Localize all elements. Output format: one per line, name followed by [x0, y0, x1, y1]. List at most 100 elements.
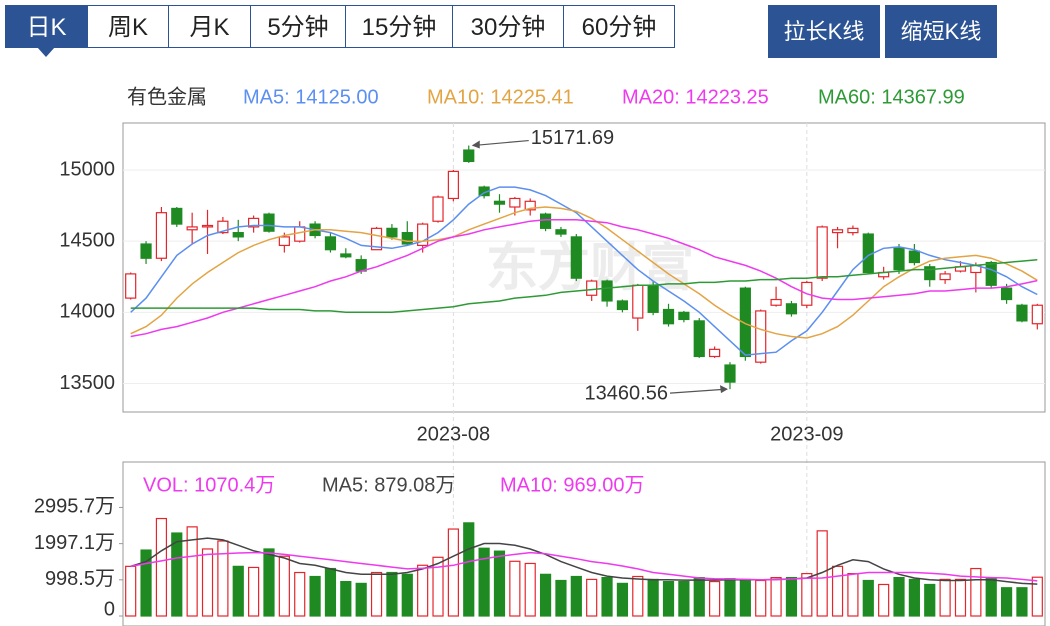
volume-bar	[632, 575, 644, 617]
candle-body	[232, 232, 244, 238]
volume-bar	[1000, 587, 1013, 617]
volume-bar	[125, 565, 137, 617]
volume-bar	[678, 580, 690, 617]
volume-bar	[755, 579, 767, 617]
volume-bar	[447, 528, 459, 617]
tab[interactable]: 周K	[87, 5, 169, 48]
candle-body	[370, 227, 383, 251]
volume-bar	[294, 571, 306, 617]
candle-body	[709, 348, 721, 358]
annotation-arrow	[472, 139, 529, 147]
tab[interactable]: 15分钟	[345, 5, 453, 48]
tab[interactable]: 月K	[168, 5, 251, 48]
ma-line	[130, 258, 1038, 314]
candle-body	[125, 273, 137, 299]
candle-body	[616, 300, 629, 311]
candle-body	[539, 213, 552, 229]
x-tick-label: 2023-08	[417, 423, 490, 445]
ma-line	[130, 551, 1038, 582]
min-label: 13460.56	[585, 382, 668, 404]
candle-body	[924, 266, 936, 281]
tab[interactable]: 60分钟	[563, 5, 675, 48]
candle-body	[493, 200, 506, 205]
y-tick-label: 15000	[59, 158, 115, 180]
candle-body	[678, 311, 690, 321]
volume-bar	[831, 565, 844, 617]
volume-bar	[662, 580, 675, 617]
volume-bar	[493, 550, 506, 617]
tab[interactable]: 日K	[5, 5, 88, 48]
candle-body	[831, 229, 844, 234]
volume-bar	[155, 517, 168, 617]
volume-bar	[862, 579, 874, 617]
ma-line	[130, 219, 1038, 338]
candle-body	[893, 247, 905, 271]
candle-body	[847, 227, 859, 234]
volume-bar	[847, 573, 859, 617]
volume-bar	[785, 576, 798, 617]
candle-body	[601, 280, 613, 302]
legend-entry: MA10: 969.00万	[500, 474, 645, 496]
volume-bar	[939, 578, 951, 617]
candle-body	[340, 253, 352, 258]
y-tick-label: 998.5万	[45, 568, 115, 590]
ma-line	[130, 206, 1038, 339]
y-tick-label: 0	[104, 598, 115, 620]
y-tick-label: 1997.1万	[34, 532, 115, 554]
volume-bar	[954, 578, 967, 617]
candle-body	[463, 149, 475, 163]
volume-bar	[970, 567, 982, 617]
candle-body	[140, 243, 152, 259]
volume-bar	[309, 575, 321, 617]
candle-body	[217, 220, 229, 234]
legend-entry: MA5: 14125.00	[243, 86, 379, 108]
candle-body	[278, 236, 290, 247]
volume-bar	[386, 571, 398, 617]
legend-title: 有色金属	[127, 85, 207, 108]
volume-bar	[232, 565, 244, 617]
volume-bar	[263, 548, 275, 617]
candle-body	[509, 197, 521, 208]
plot-frame	[122, 122, 1046, 413]
shrink-button[interactable]: 缩短K线	[885, 5, 997, 58]
candle-body	[432, 196, 444, 222]
candle-body	[908, 250, 920, 264]
candle-body	[201, 224, 214, 228]
volume-bar	[370, 571, 383, 617]
y-tick-label: 14500	[59, 229, 115, 251]
candle-body	[739, 287, 751, 358]
max-label: 15171.69	[531, 127, 614, 149]
volume-bar	[893, 576, 905, 617]
tab[interactable]: 30分钟	[452, 5, 564, 48]
tab[interactable]: 5分钟	[250, 5, 346, 48]
volume-bar	[616, 582, 629, 617]
y-tick-label: 2995.7万	[34, 496, 115, 518]
candle-body	[324, 236, 337, 251]
volume-bar	[555, 579, 567, 617]
volume-bar	[140, 549, 152, 617]
stretch-button[interactable]: 拉长K线	[768, 5, 880, 58]
legend-entry: MA20: 14223.25	[622, 86, 769, 108]
candle-body	[785, 303, 798, 315]
candle-body	[401, 232, 413, 245]
candle-body	[555, 229, 567, 235]
volume-bar	[724, 578, 736, 617]
y-tick-label: 14000	[59, 301, 115, 323]
volume-bar	[1031, 576, 1043, 617]
candle-body	[386, 227, 398, 238]
candle-body	[171, 207, 183, 225]
volume-bar	[709, 580, 721, 617]
annotation-arrow	[669, 388, 728, 394]
candle-body	[155, 212, 168, 259]
volume-bar	[432, 556, 444, 617]
candle-body	[1016, 304, 1028, 322]
volume-bar	[401, 573, 413, 617]
volume-bar	[693, 576, 705, 617]
candle-body	[939, 273, 951, 281]
volume-bar	[586, 578, 598, 617]
candle-body	[1031, 304, 1043, 325]
candle-body	[263, 213, 275, 232]
volume-bar	[601, 576, 613, 617]
legend-entry: MA5: 879.08万	[322, 474, 455, 496]
